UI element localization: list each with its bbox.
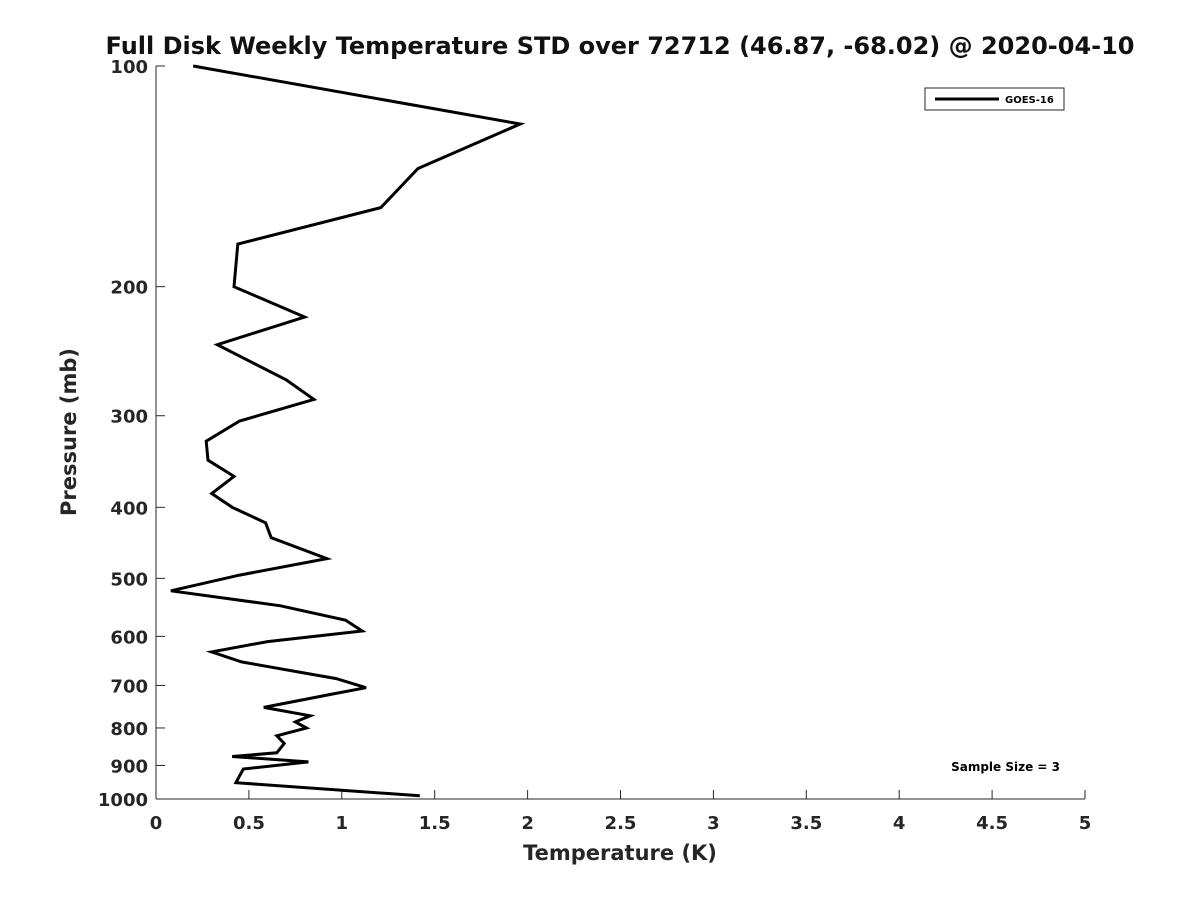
x-tick-label: 4 xyxy=(893,813,906,834)
y-ticks: 100 200 300 400 500 600 700 800 900 1000 xyxy=(98,57,165,811)
x-tick-label: 3.5 xyxy=(790,813,822,834)
x-axis-label: Temperature (K) xyxy=(523,841,717,865)
y-axis-label: Pressure (mb) xyxy=(57,348,81,516)
x-tick-label: 4.5 xyxy=(976,813,1008,834)
x-tick-label: 3 xyxy=(707,813,720,834)
x-tick-label: 2.5 xyxy=(605,813,637,834)
y-tick-label: 100 xyxy=(110,57,148,78)
y-tick-label: 900 xyxy=(110,756,148,777)
x-ticks: 0 0.5 1 1.5 2 2.5 3 3.5 4 4.5 5 xyxy=(150,790,1092,834)
y-tick-label: 500 xyxy=(110,569,148,590)
y-tick-label: 400 xyxy=(110,498,148,519)
series-line-goes-16 xyxy=(170,64,526,798)
x-tick-label: 0 xyxy=(150,813,163,834)
sample-size-annotation: Sample Size = 3 xyxy=(951,760,1060,774)
plot-background xyxy=(156,66,1085,799)
x-tick-label: 5 xyxy=(1079,813,1092,834)
y-tick-label: 200 xyxy=(110,278,148,299)
legend: GOES-16 xyxy=(924,87,1065,111)
y-tick-label: 700 xyxy=(110,676,148,697)
legend-label-goes-16: GOES-16 xyxy=(1005,95,1054,106)
x-tick-label: 1.5 xyxy=(419,813,451,834)
y-tick-label: 1000 xyxy=(98,790,148,811)
chart-title: Full Disk Weekly Temperature STD over 72… xyxy=(106,32,1135,60)
x-tick-label: 2 xyxy=(521,813,534,834)
y-tick-label: 800 xyxy=(110,719,148,740)
plot-area: 0 0.5 1 1.5 2 2.5 3 3.5 4 4.5 5 100 200 300 400 500 600… xyxy=(98,57,1091,834)
x-tick-label: 0.5 xyxy=(233,813,265,834)
y-tick-label: 600 xyxy=(110,627,148,648)
series-lines xyxy=(170,64,526,798)
y-tick-label: 300 xyxy=(110,407,148,428)
x-tick-label: 1 xyxy=(336,813,349,834)
